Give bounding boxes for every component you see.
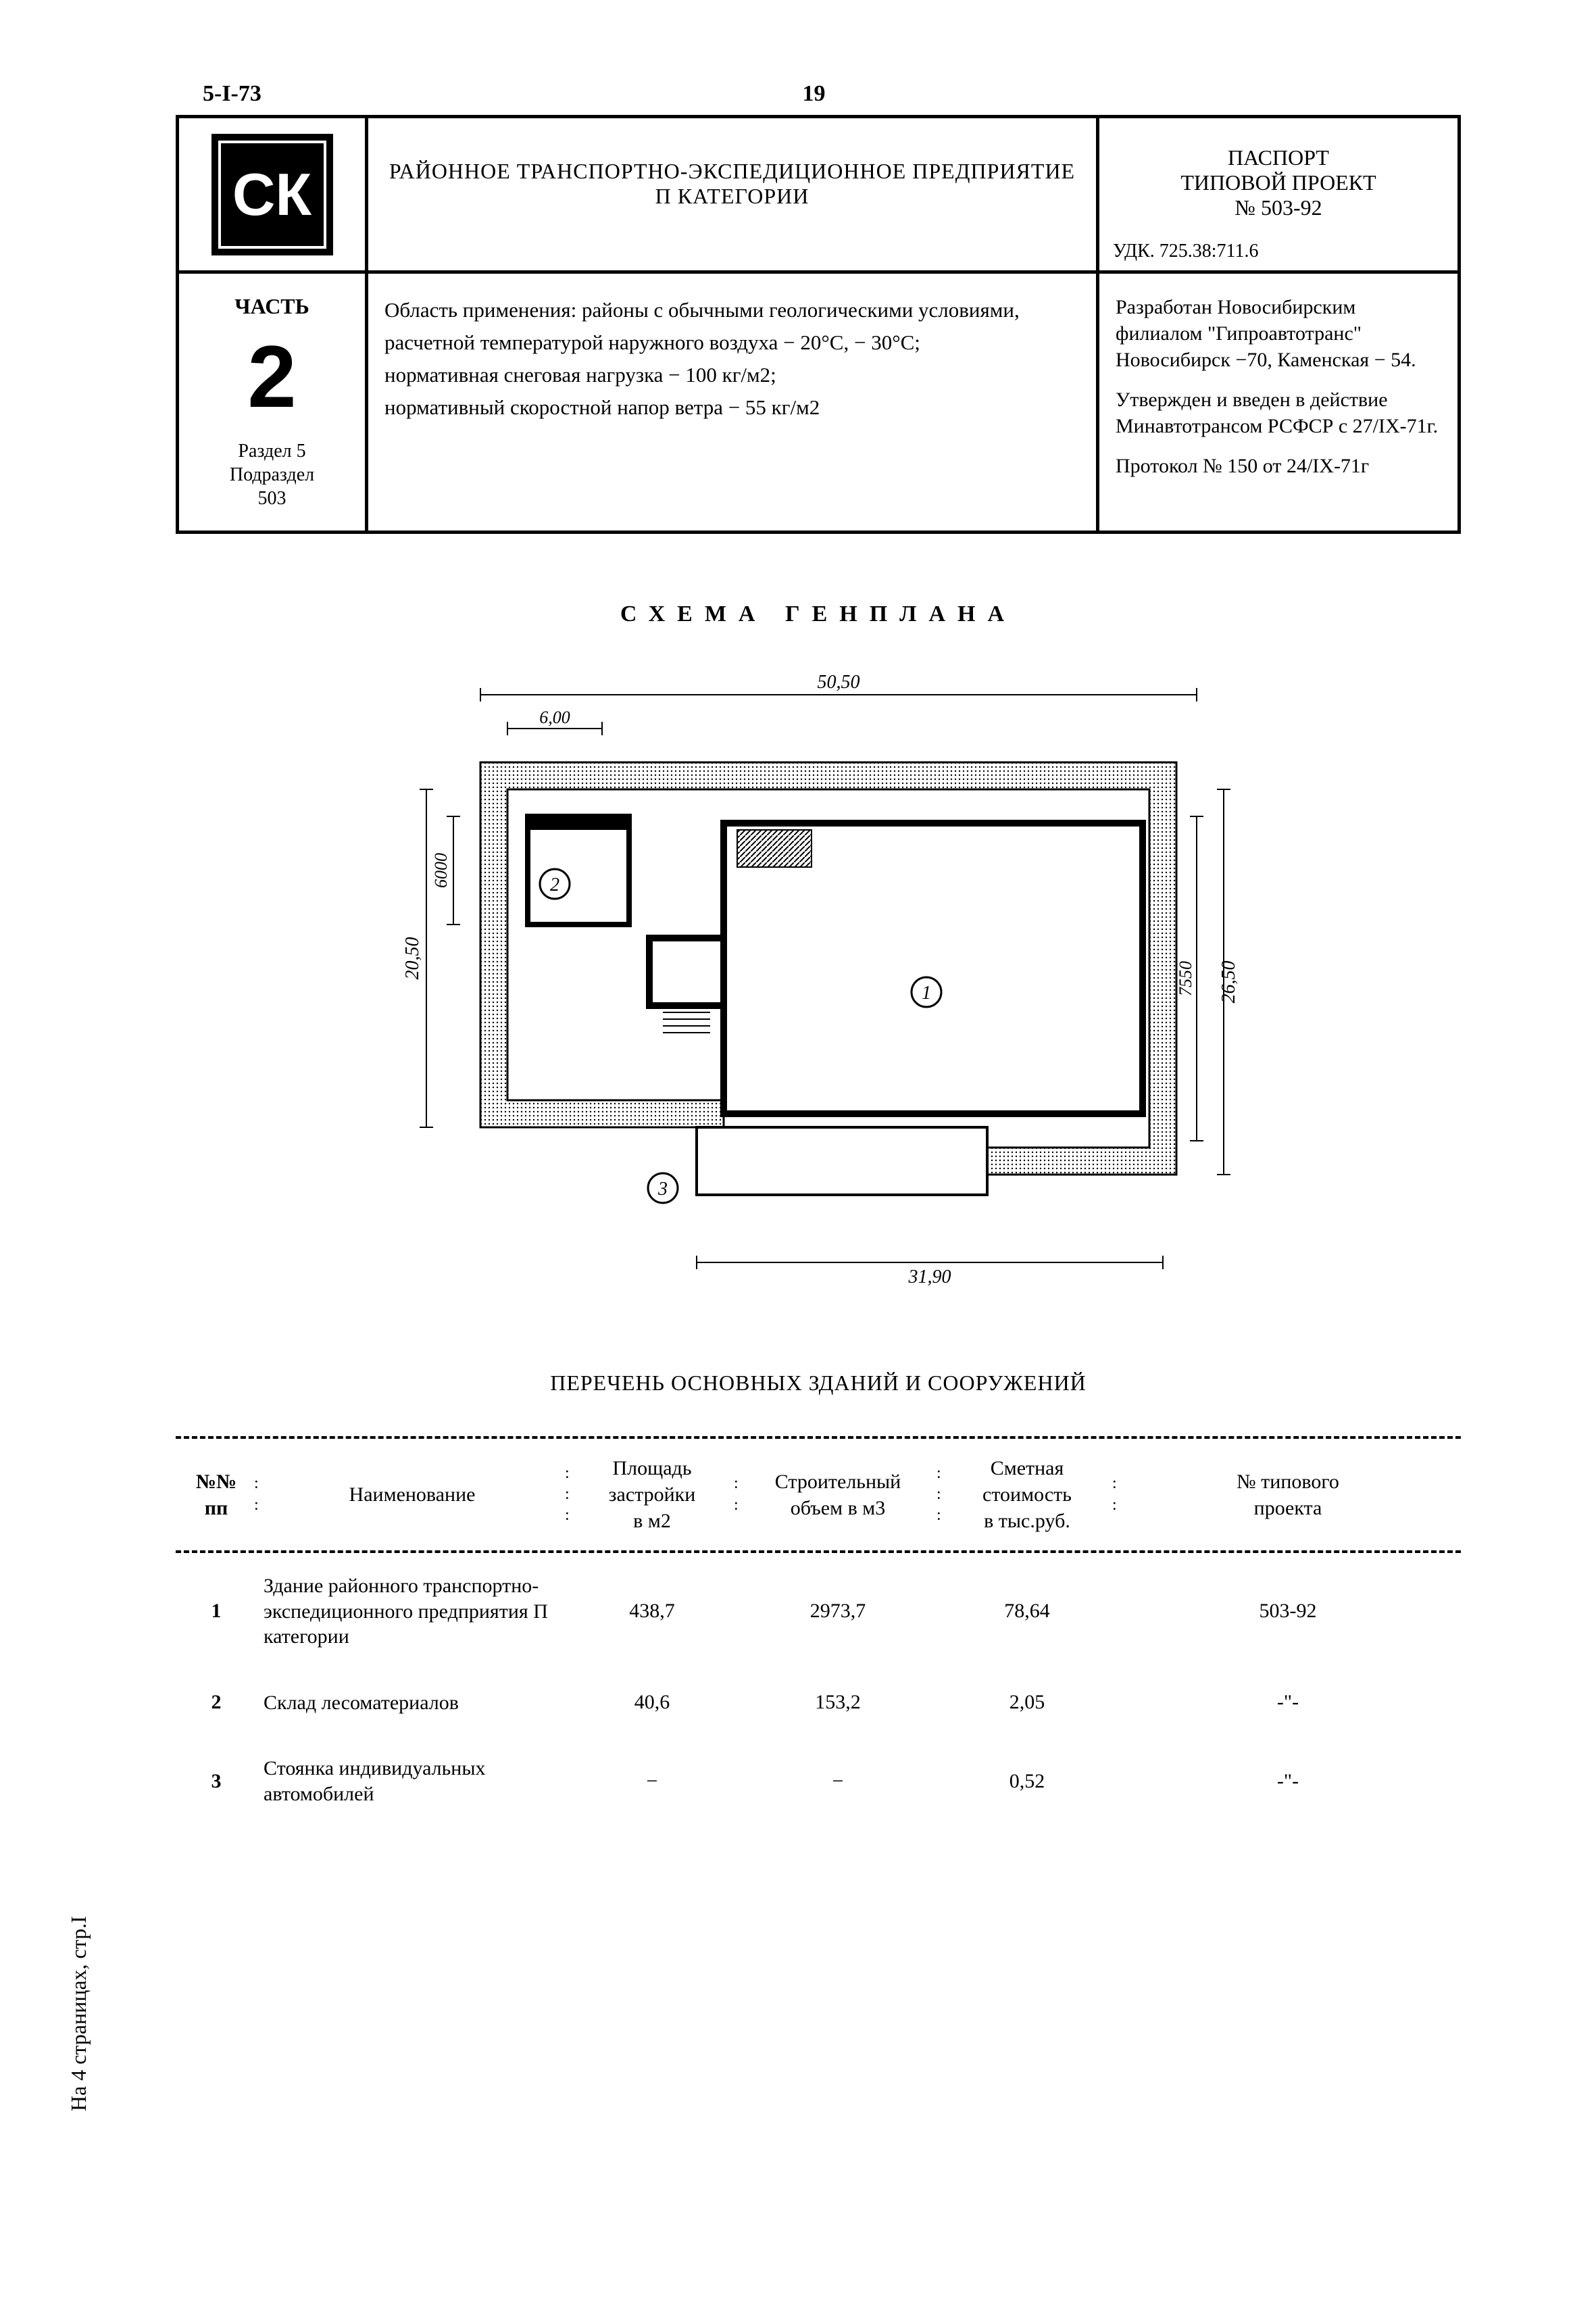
col-index: №№ пп — [176, 1439, 257, 1550]
cell-volume: 2973,7 — [737, 1553, 939, 1670]
table-row: 1 Здание районного транспортно-экспедици… — [176, 1553, 1461, 1670]
page-header: 5-I-73 19 — [176, 81, 1461, 115]
table-row: 2 Склад лесоматериалов 40,6 153,2 2,05 -… — [176, 1670, 1461, 1736]
cell-cost: 78,64 — [939, 1553, 1115, 1670]
cell-name: Здание районного транспортно-экспедицион… — [257, 1553, 568, 1670]
main-title: РАЙОННОЕ ТРАНСПОРТНО-ЭКСПЕДИЦИОННОЕ ПРЕД… — [368, 118, 1099, 270]
col-name: ::Наименование — [257, 1439, 568, 1550]
svg-text:26,50: 26,50 — [1218, 961, 1239, 1004]
udk-code: УДК. 725.38:711.6 — [1113, 241, 1444, 262]
logo-cell: СК — [179, 118, 368, 270]
site-plan-diagram: 50,50 6,00 20,50 6000 26,50 7550 31,90 2 — [176, 668, 1461, 1310]
cell-index: 2 — [176, 1670, 257, 1736]
cell-area: 40,6 — [568, 1670, 737, 1736]
header-center: 19 — [802, 81, 825, 107]
buildings-table-body: 1 Здание районного транспортно-экспедици… — [176, 1553, 1461, 1827]
svg-text:3: 3 — [657, 1179, 668, 1200]
svg-text:7550: 7550 — [1176, 961, 1195, 996]
svg-text:31,90: 31,90 — [908, 1266, 951, 1287]
cell-index: 1 — [176, 1553, 257, 1670]
svg-text:50,50: 50,50 — [818, 672, 860, 693]
col-area: :::Площадь застройки в м2 — [568, 1439, 737, 1550]
cell-volume: − — [737, 1736, 939, 1827]
cell-project: -"- — [1115, 1670, 1461, 1736]
part-number: 2 — [195, 333, 349, 420]
logo-box: СК — [211, 134, 333, 255]
scheme-title: СХЕМА ГЕНПЛАНА — [176, 601, 1461, 627]
cell-index: 3 — [176, 1736, 257, 1827]
application-scope: Область применения: районы с обычными ге… — [368, 274, 1099, 531]
col-project: ::№ типового проекта — [1115, 1439, 1461, 1550]
header-row-1: СК РАЙОННОЕ ТРАНСПОРТНО-ЭКСПЕДИЦИОННОЕ П… — [179, 118, 1457, 274]
header-row-2: ЧАСТЬ 2 Раздел 5 Подраздел 503 Область п… — [179, 274, 1457, 531]
cell-cost: 0,52 — [939, 1736, 1115, 1827]
cell-name: Склад лесоматериалов — [257, 1670, 568, 1736]
cell-cost: 2,05 — [939, 1670, 1115, 1736]
part-cell: ЧАСТЬ 2 Раздел 5 Подраздел 503 — [179, 274, 368, 531]
svg-text:1: 1 — [922, 983, 931, 1004]
col-cost: :::Сметная стоимость в тыс.руб. — [939, 1439, 1115, 1550]
developer-info: Разработан Новосибирским филиалом "Гипро… — [1099, 274, 1457, 531]
header-left: 5-I-73 — [203, 81, 261, 107]
svg-text:6,00: 6,00 — [539, 708, 570, 727]
side-page-note: На 4 страницах, стр.I — [66, 1916, 91, 2111]
part-sub: Раздел 5 Подраздел 503 — [195, 439, 349, 510]
svg-text:20,50: 20,50 — [402, 937, 423, 980]
svg-text:6000: 6000 — [431, 853, 451, 888]
cell-name: Стоянка индивидуальных автомобилей — [257, 1736, 568, 1827]
part-label: ЧАСТЬ — [195, 294, 349, 319]
svg-text:2: 2 — [550, 875, 559, 895]
buildings-table: №№ пп ::Наименование :::Площадь застройк… — [176, 1439, 1461, 1550]
cell-project: -"- — [1115, 1736, 1461, 1827]
logo-text: СК — [218, 141, 326, 249]
table-header-row: №№ пп ::Наименование :::Площадь застройк… — [176, 1439, 1461, 1550]
cell-area: − — [568, 1736, 737, 1827]
cell-area: 438,7 — [568, 1553, 737, 1670]
cell-volume: 153,2 — [737, 1670, 939, 1736]
table-row: 3 Стоянка индивидуальных автомобилей − −… — [176, 1736, 1461, 1827]
document-frame: СК РАЙОННОЕ ТРАНСПОРТНО-ЭКСПЕДИЦИОННОЕ П… — [176, 115, 1461, 534]
passport-cell: ПАСПОРТ ТИПОВОЙ ПРОЕКТ № 503-92 УДК. 725… — [1099, 118, 1457, 270]
cell-project: 503-92 — [1115, 1553, 1461, 1670]
list-title: ПЕРЕЧЕНЬ ОСНОВНЫХ ЗДАНИЙ И СООРУЖЕНИЙ — [176, 1371, 1461, 1396]
col-volume: ::Строительный объем в м3 — [737, 1439, 939, 1550]
